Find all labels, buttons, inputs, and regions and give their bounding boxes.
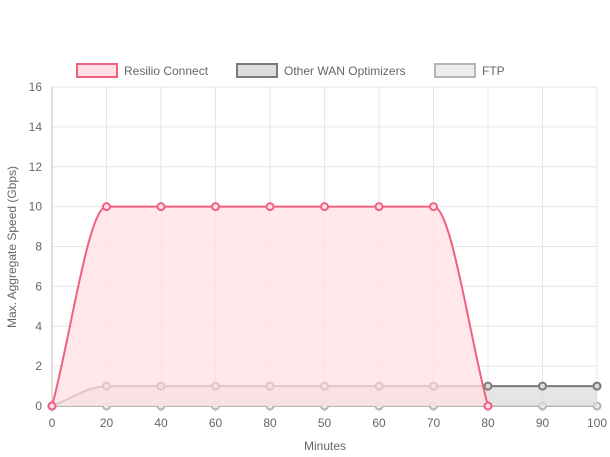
y-tick-label: 16 bbox=[29, 80, 43, 94]
x-tick-label: 40 bbox=[154, 416, 168, 430]
series-area-resilio-connect bbox=[52, 206, 488, 406]
y-tick-label: 2 bbox=[35, 359, 42, 373]
legend-swatch-ftp bbox=[434, 63, 476, 78]
legend-label-resilio: Resilio Connect bbox=[124, 64, 209, 78]
y-tick-label: 8 bbox=[35, 240, 42, 254]
x-tick-label: 60 bbox=[372, 416, 386, 430]
legend: Resilio Connect Other WAN Optimizers FTP bbox=[76, 63, 505, 78]
y-tick-label: 4 bbox=[35, 319, 42, 333]
data-point-resilio-connect[interactable] bbox=[374, 202, 384, 212]
x-tick-label: 80 bbox=[481, 416, 495, 430]
data-point-resilio-connect[interactable] bbox=[320, 202, 329, 212]
legend-swatch-resilio bbox=[76, 63, 118, 78]
legend-label-wan: Other WAN Optimizers bbox=[284, 64, 406, 78]
data-point-other-wan-optimizers[interactable] bbox=[592, 381, 602, 391]
data-point-resilio-connect[interactable] bbox=[47, 401, 57, 411]
x-tick-label: 80 bbox=[263, 416, 277, 430]
legend-swatch-wan bbox=[236, 63, 278, 78]
data-point-other-wan-optimizers[interactable] bbox=[483, 381, 493, 391]
x-tick-label: 50 bbox=[318, 416, 332, 430]
y-tick-label: 10 bbox=[29, 200, 43, 214]
data-point-resilio-connect[interactable] bbox=[429, 202, 438, 212]
x-tick-label: 100 bbox=[587, 416, 607, 430]
y-tick-label: 0 bbox=[35, 399, 42, 413]
x-tick-label: 90 bbox=[536, 416, 550, 430]
data-point-resilio-connect[interactable] bbox=[211, 202, 220, 212]
legend-item-wan[interactable]: Other WAN Optimizers bbox=[236, 63, 406, 78]
x-tick-label: 70 bbox=[427, 416, 441, 430]
data-point-resilio-connect[interactable] bbox=[156, 202, 166, 212]
data-point-other-wan-optimizers[interactable] bbox=[538, 381, 547, 391]
data-point-resilio-connect[interactable] bbox=[483, 401, 493, 411]
y-tick-label: 12 bbox=[29, 160, 43, 174]
x-tick-label: 0 bbox=[49, 416, 56, 430]
data-point-resilio-connect[interactable] bbox=[102, 202, 111, 212]
y-axis-title: Max. Aggregate Speed (Gbps) bbox=[5, 166, 19, 328]
y-tick-label: 6 bbox=[35, 279, 42, 293]
x-axis-title: Minutes bbox=[304, 439, 346, 453]
x-tick-label: 60 bbox=[209, 416, 223, 430]
legend-label-ftp: FTP bbox=[482, 64, 505, 78]
x-tick-label: 20 bbox=[100, 416, 114, 430]
tick-labels: 0 2 4 6 8 10 12 14 16 0 20 40 60 80 50 60 70 80 90 100 bbox=[29, 80, 608, 430]
series-layer bbox=[47, 202, 602, 411]
legend-item-ftp[interactable]: FTP bbox=[434, 63, 505, 78]
legend-item-resilio[interactable]: Resilio Connect bbox=[76, 63, 209, 78]
y-tick-label: 14 bbox=[29, 120, 43, 134]
data-point-resilio-connect[interactable] bbox=[265, 202, 275, 212]
